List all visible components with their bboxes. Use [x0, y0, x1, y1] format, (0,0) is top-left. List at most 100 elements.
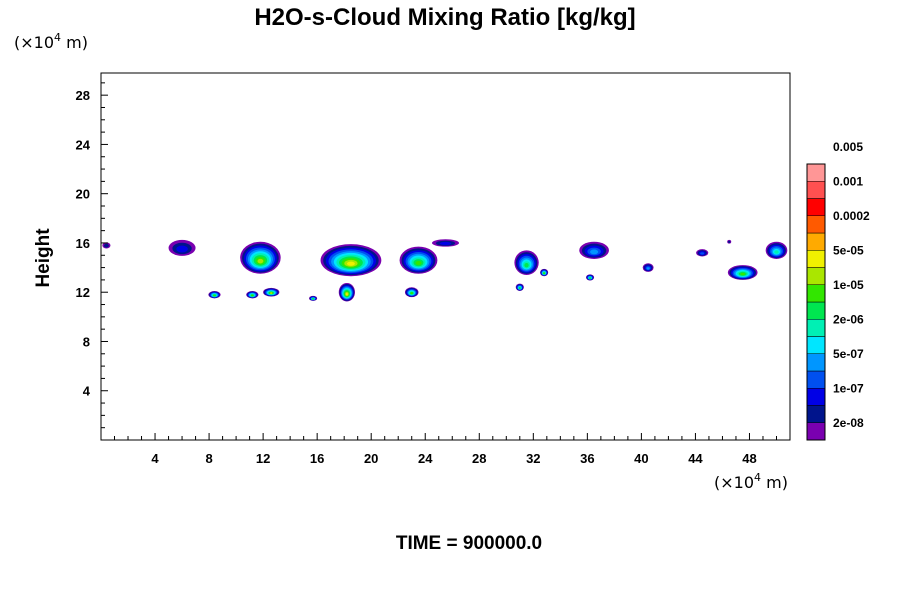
x-tick-label: 16 — [310, 451, 324, 466]
colorbar-swatch — [806, 336, 826, 354]
y-tick-label: 8 — [83, 334, 90, 349]
colorbar-swatch — [806, 250, 826, 268]
colorbar-frame — [806, 163, 826, 441]
x-tick-label: 36 — [580, 451, 594, 466]
cloud-band — [590, 249, 599, 255]
colorbar-label: 2e-08 — [833, 416, 864, 430]
colorbar-swatch — [806, 405, 826, 423]
colorbar-swatch — [806, 301, 826, 320]
time-label: TIME = 900000.0 — [396, 533, 542, 554]
cloud-blob — [515, 283, 524, 291]
colorbar-swatch — [806, 353, 826, 372]
cloud-band — [727, 240, 731, 244]
x-tick-label: 24 — [418, 451, 433, 466]
cloud-blob — [696, 249, 709, 257]
colorbar-swatch — [806, 163, 826, 182]
colorbar-swatch — [806, 319, 826, 337]
cloud-blob — [208, 290, 221, 299]
cloud-blob — [263, 287, 280, 297]
colorbar-swatch — [806, 215, 826, 234]
colorbar-swatch — [806, 388, 826, 406]
x-tick-label: 4 — [151, 451, 159, 466]
y-tick-label: 12 — [76, 285, 90, 300]
cloud-band — [103, 243, 109, 248]
colorbar-swatch — [806, 422, 826, 441]
cloud-blob — [246, 290, 259, 299]
colorbar-label: 1e-05 — [833, 278, 864, 292]
x-tick-label: 32 — [526, 451, 540, 466]
y-unit-label: (×104 m) — [14, 31, 88, 52]
cloud-blob — [727, 265, 758, 280]
cloud-field — [102, 239, 788, 302]
cloud-blob — [309, 295, 318, 301]
x-unit-label: (×104 m) — [714, 471, 788, 492]
colorbar-swatch — [806, 267, 826, 285]
cloud-blob — [540, 268, 549, 277]
x-tick-label: 12 — [256, 451, 270, 466]
y-axis-label: Height — [33, 228, 54, 288]
cloud-blob — [514, 250, 539, 275]
cloud-blob — [102, 242, 111, 249]
colorbar-swatch — [806, 198, 826, 216]
cloud-band — [646, 267, 650, 270]
cloud-band — [410, 292, 413, 295]
y-axis: 4 8 12 16 20 24 28 — [76, 82, 108, 429]
cloud-blob — [431, 239, 460, 247]
y-tick-label: 4 — [83, 384, 91, 399]
cloud-band — [213, 294, 216, 297]
cloud-blob — [240, 241, 281, 274]
chart-title: H2O-s-Cloud Mixing Ratio [kg/kg] — [254, 4, 635, 31]
y-tick-label: 28 — [76, 88, 90, 103]
cloud-blob — [320, 244, 382, 277]
x-axis: 4 8 12 16 20 24 28 32 36 40 44 48 — [114, 433, 777, 466]
cloud-band — [312, 297, 315, 300]
cloud-blob — [404, 287, 419, 298]
colorbar-swatch — [806, 232, 826, 251]
colorbar-label: 0.005 — [833, 140, 863, 154]
cloud-band — [518, 287, 521, 290]
cloud-blob — [168, 239, 196, 256]
y-tick-label: 16 — [76, 236, 90, 251]
colorbar-label: 0.0002 — [833, 209, 870, 223]
cloud-band — [700, 252, 705, 255]
colorbar-label: 5e-07 — [833, 347, 864, 361]
cloud-band — [257, 258, 264, 264]
cloud-band — [415, 260, 422, 266]
cloud-band — [345, 293, 348, 296]
x-tick-label: 40 — [634, 451, 648, 466]
cloud-band — [346, 261, 355, 266]
cloud-band — [774, 250, 779, 254]
cloud-band — [589, 277, 592, 280]
colorbar-swatch — [806, 284, 826, 303]
cloud-blob — [586, 274, 595, 281]
colorbar-swatch — [806, 370, 826, 389]
cloud-band — [524, 263, 529, 268]
colorbar-label: 1e-07 — [833, 381, 864, 395]
y-tick-label: 20 — [76, 187, 90, 202]
cloud-blob — [642, 263, 654, 272]
colorbar: 2e-08 1e-07 5e-07 2e-06 1e-05 5e-05 0.0002 0.00… — [806, 140, 870, 441]
colorbar-label: 2e-06 — [833, 312, 864, 326]
cloud-band — [740, 272, 746, 276]
colorbar-label: 5e-05 — [833, 243, 864, 257]
y-tick-label: 24 — [76, 137, 91, 152]
x-tick-label: 28 — [472, 451, 486, 466]
cloud-band — [543, 272, 546, 275]
cloud-band — [270, 292, 273, 295]
x-tick-label: 20 — [364, 451, 378, 466]
x-tick-label: 44 — [688, 451, 703, 466]
cloud-blob — [727, 239, 732, 244]
plot-frame — [100, 72, 791, 441]
cloud-band — [176, 245, 188, 253]
cloud-band — [439, 241, 452, 246]
cloud-blob — [338, 282, 355, 302]
cloud-blob — [579, 241, 609, 259]
x-tick-label: 8 — [205, 451, 212, 466]
cloud-blob — [765, 241, 788, 259]
colorbar-label: 0.001 — [833, 174, 863, 188]
cloud-band — [251, 294, 254, 297]
cloud-blob — [399, 246, 438, 274]
x-tick-label: 48 — [742, 451, 756, 466]
